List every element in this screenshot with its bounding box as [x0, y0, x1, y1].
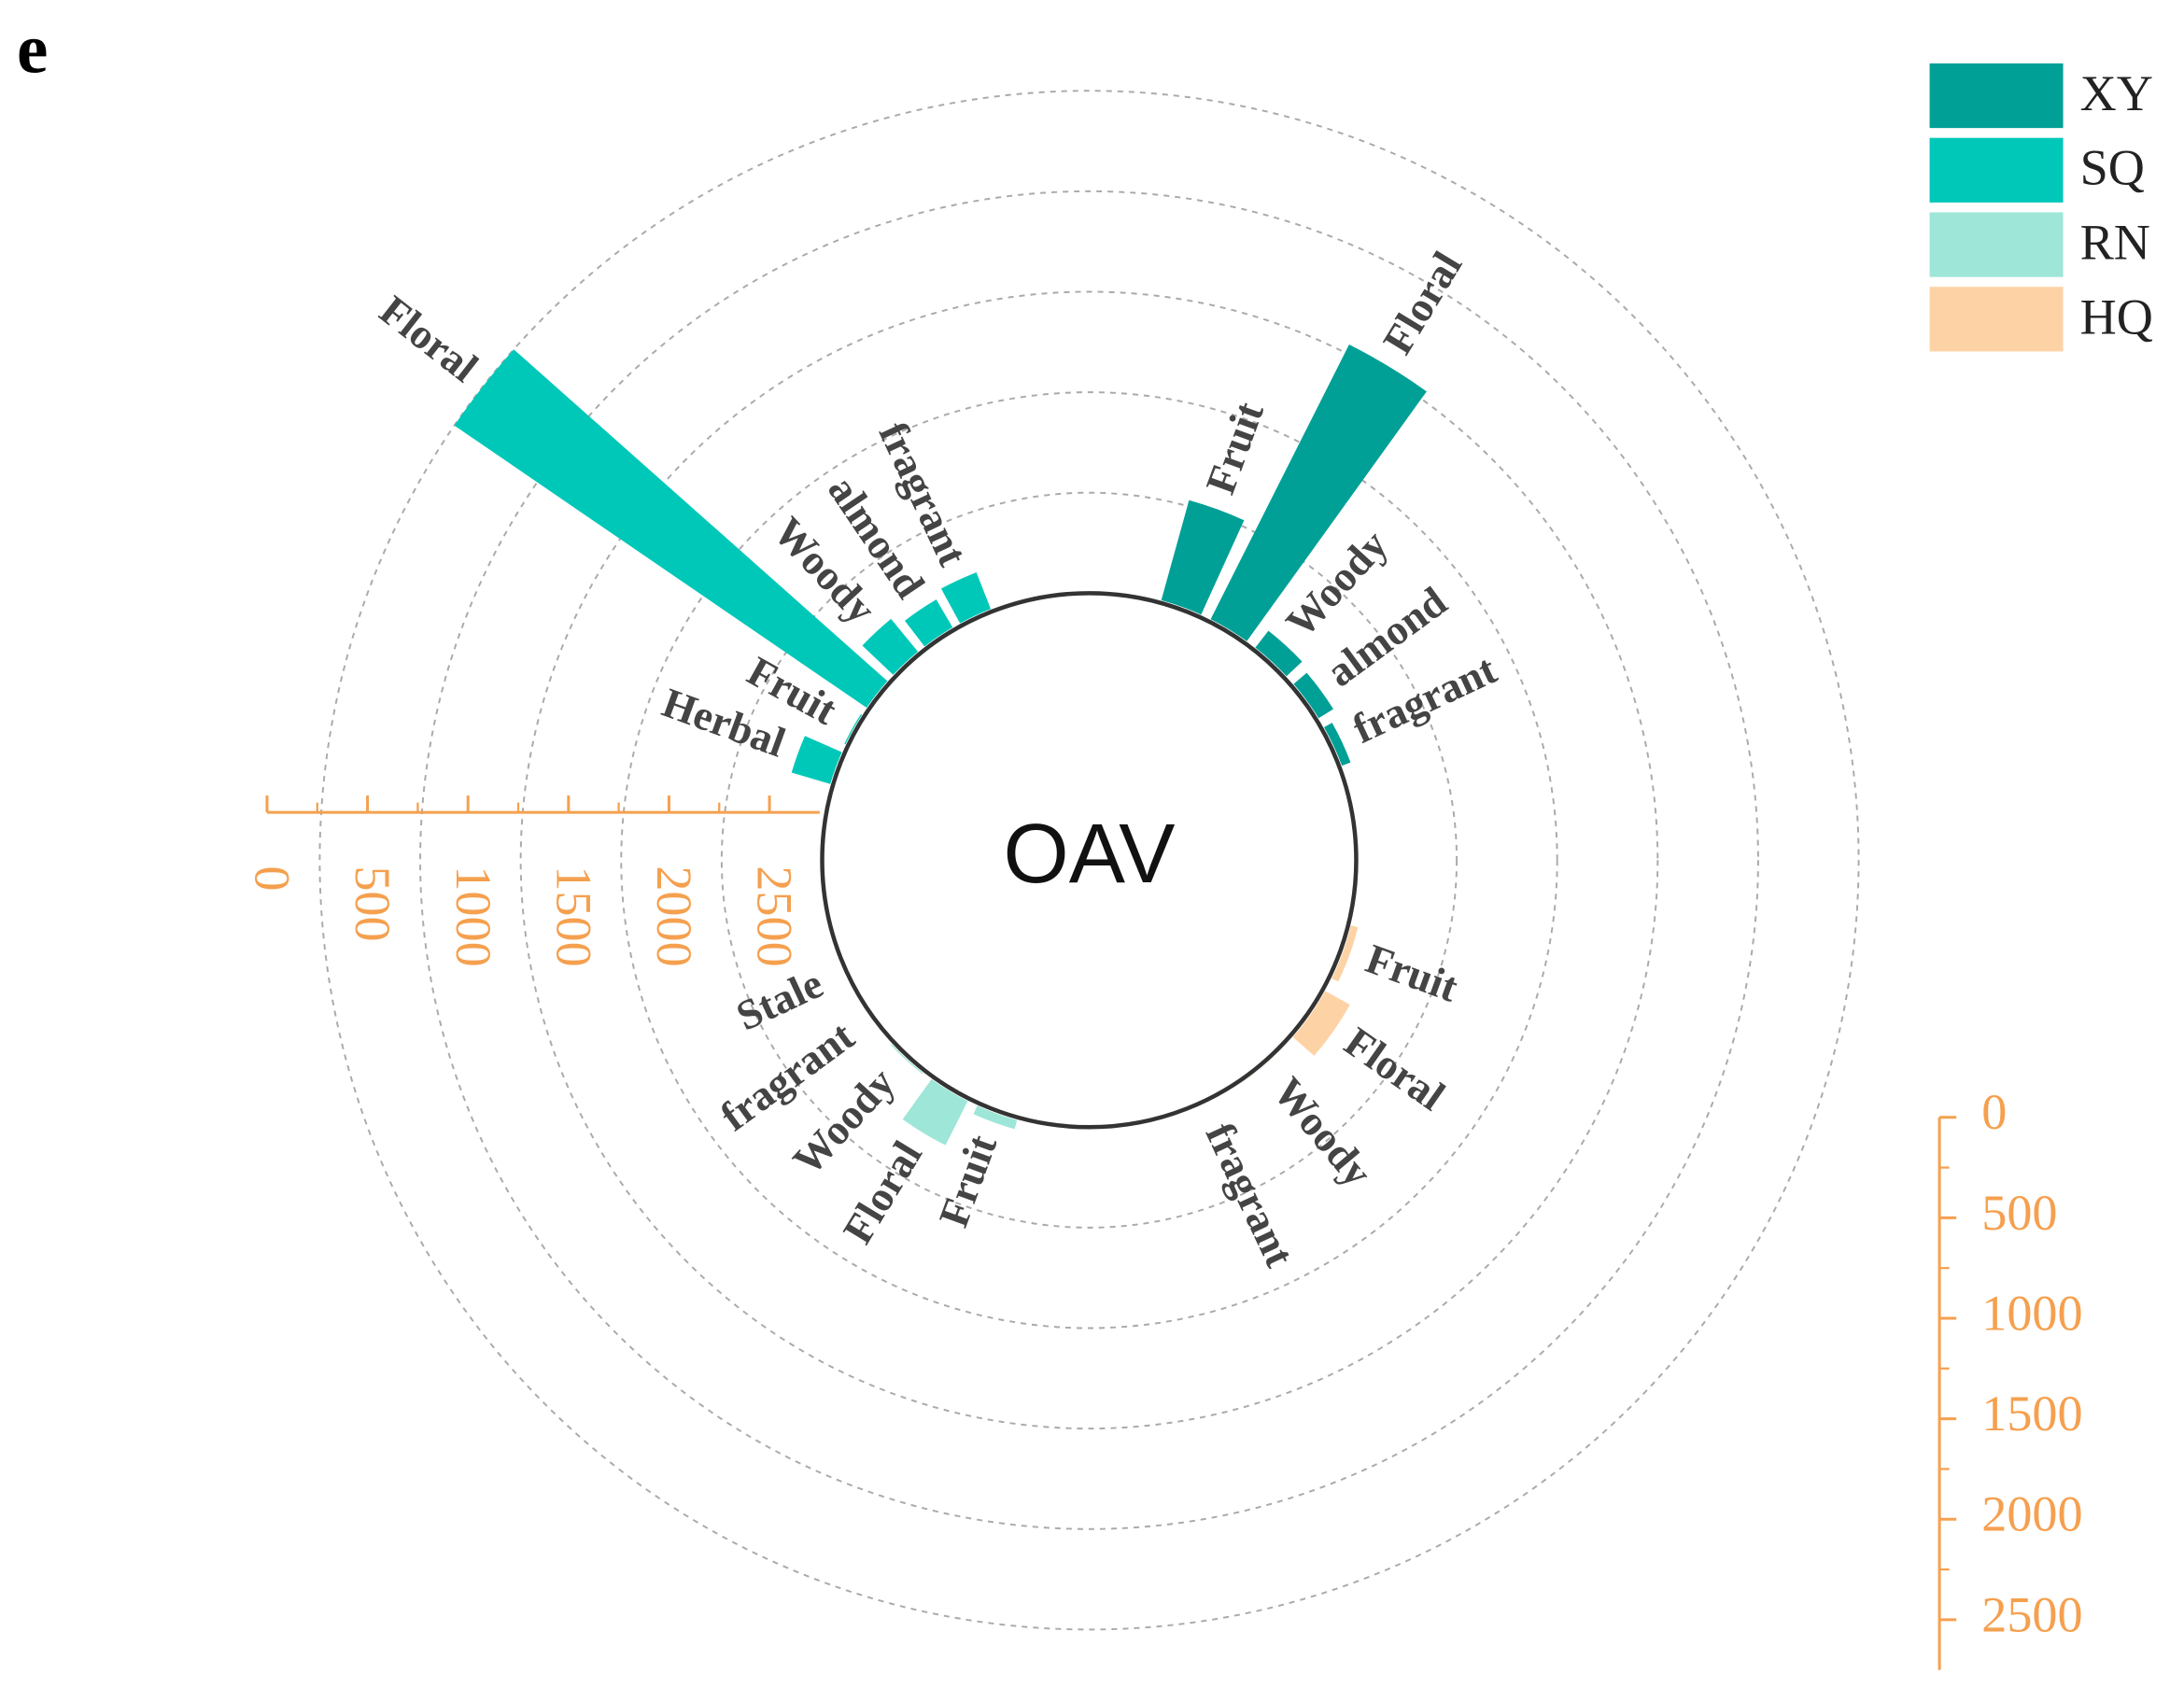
- bar: [905, 599, 953, 647]
- bar: [1293, 672, 1333, 719]
- tick-label: 500: [1981, 1185, 2057, 1241]
- legend-swatch: [1929, 63, 2064, 129]
- center-label: OAV: [1003, 807, 1175, 901]
- bar: [1324, 723, 1351, 767]
- bar: [902, 1078, 968, 1146]
- grid-circle: [620, 391, 1558, 1329]
- bar: [1161, 499, 1245, 615]
- bar: [1210, 344, 1427, 641]
- bar-label: Woody: [1264, 1068, 1382, 1195]
- bar: [1292, 991, 1350, 1056]
- bar: [973, 1105, 1018, 1130]
- bar: [454, 349, 888, 709]
- bar-label: Floral: [834, 1133, 931, 1252]
- bar-label: Floral: [1374, 244, 1471, 362]
- tick-label: 2500: [747, 865, 803, 966]
- tick-label: 2000: [1981, 1486, 2082, 1542]
- tick-label: 500: [345, 865, 401, 941]
- tick-label: 2000: [646, 865, 702, 966]
- grid-circle: [519, 290, 1659, 1430]
- bar: [1255, 630, 1303, 677]
- bar: [940, 571, 992, 624]
- bar: [1332, 925, 1359, 982]
- legend-label: SQ: [2080, 140, 2145, 196]
- grid-circle: [419, 190, 1759, 1530]
- bar: [862, 618, 919, 675]
- bar-label: Floral: [371, 287, 486, 391]
- bar: [844, 713, 863, 745]
- legend-label: XY: [2080, 65, 2153, 121]
- tick-label: 0: [245, 865, 301, 891]
- legend-label: HQ: [2080, 288, 2153, 345]
- bar-label: Fruit: [1197, 396, 1273, 499]
- tick-label: 1500: [545, 865, 601, 966]
- tick-label: 1500: [1981, 1386, 2082, 1442]
- legend-swatch: [1929, 287, 2064, 352]
- tick-label: 2500: [1981, 1586, 2082, 1642]
- bar-label: Fruit: [1360, 935, 1464, 1011]
- grid-circle: [720, 491, 1458, 1229]
- tick-label: 1000: [1981, 1285, 2082, 1341]
- bar-label: fragrant: [1197, 1116, 1303, 1273]
- tick-label: 0: [1981, 1084, 2007, 1140]
- bar-label: Floral: [1336, 1019, 1453, 1120]
- legend-swatch: [1929, 212, 2064, 277]
- panel-label: e: [17, 11, 48, 89]
- legend-label: RN: [2080, 215, 2150, 271]
- bar-label: Fruit: [930, 1129, 1006, 1232]
- grid-circle: [318, 90, 1860, 1631]
- bar: [891, 1044, 923, 1075]
- center-circle: [820, 591, 1359, 1130]
- bar: [791, 736, 842, 784]
- tick-label: 1000: [445, 865, 501, 966]
- legend-swatch: [1929, 137, 2064, 203]
